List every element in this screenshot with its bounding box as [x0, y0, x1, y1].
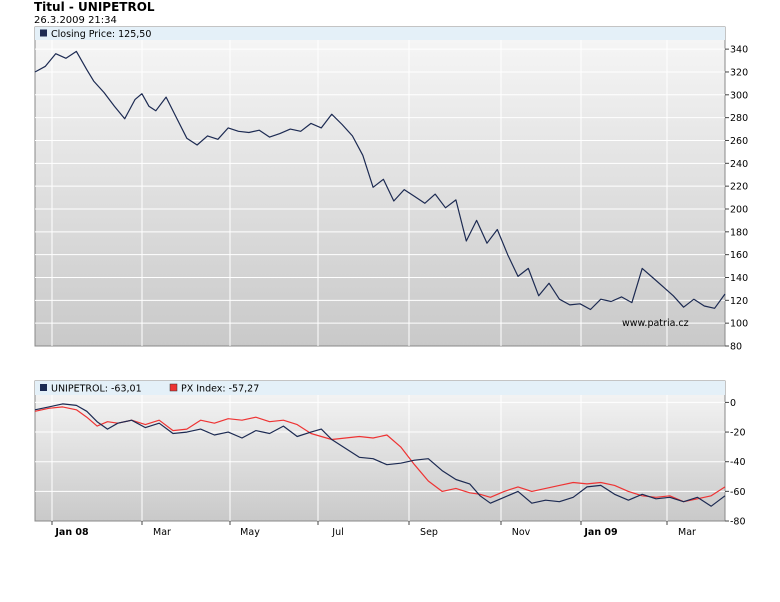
x-axis-tick-labels: Jan 08 Mar May Jul Sep Nov Jan 09 Mar: [51, 521, 696, 538]
performance-plot-background: [34, 380, 726, 522]
y-tick-label: 320: [730, 67, 748, 78]
y-tick-label: -20: [730, 428, 746, 439]
y-tick-label: 340: [730, 45, 748, 56]
watermark: www.patria.cz: [622, 318, 689, 329]
y-tick-label: 80: [730, 342, 742, 353]
y-tick-label: 0: [730, 398, 736, 409]
px-index-legend-swatch: [169, 383, 178, 392]
price-legend-swatch: [40, 29, 47, 37]
y-tick-label: 180: [730, 227, 748, 238]
chart-title: Titul - UNIPETROL: [34, 0, 155, 14]
closing-price-line: [34, 50, 726, 311]
unipetrol-legend-label: UNIPETROL: -63,01: [51, 384, 142, 395]
x-tick-label: Sep: [420, 527, 438, 538]
x-tick-label: Mar: [678, 527, 696, 538]
x-tick-label: Nov: [512, 527, 531, 538]
unipetrol-legend-swatch: [40, 384, 47, 391]
x-tick-label: May: [240, 527, 260, 538]
price-legend-label: Closing Price: 125,50: [51, 29, 151, 40]
x-tick-label: Mar: [153, 527, 171, 538]
y-tick-label: 280: [730, 113, 748, 124]
px-index-legend-label: PX Index: -57,27: [181, 384, 259, 395]
x-tick-label: Jan 08: [54, 527, 89, 538]
performance-y-tick-labels: 0 -20 -40 -60 -80: [725, 398, 746, 528]
y-tick-label: -80: [730, 517, 746, 528]
y-tick-label: -40: [730, 457, 746, 468]
y-tick-label: 200: [730, 204, 748, 215]
y-tick-label: 300: [730, 90, 748, 101]
chart-datetime: 26.3.2009 21:34: [34, 15, 117, 26]
price-y-tick-labels: 340 320 300 280 260 240 220 200 180 160 140 120 100 8…: [725, 45, 748, 353]
performance-legend-background: [35, 381, 725, 395]
y-tick-label: 140: [730, 273, 748, 284]
x-tick-label: Jul: [331, 527, 343, 538]
price-legend-background: [35, 27, 725, 40]
price-chart-panel: Closing Price: 125,50 340 320 300 280 260 240…: [34, 26, 748, 353]
y-tick-label: 260: [730, 136, 748, 147]
price-series-lines: [34, 50, 726, 311]
y-tick-label: 220: [730, 182, 748, 193]
y-tick-label: 160: [730, 250, 748, 261]
y-tick-label: 100: [730, 319, 748, 330]
y-tick-label: 120: [730, 296, 748, 307]
unipetrol-line: [34, 403, 726, 507]
performance-series-lines: [34, 403, 726, 507]
px-index-line: [34, 406, 726, 503]
price-gridlines: [35, 40, 725, 346]
performance-chart-panel: UNIPETROL: -63,01 PX Index: -57,27 0 -20 -…: [34, 380, 746, 528]
x-tick-label: Jan 09: [583, 527, 617, 538]
y-tick-label: -60: [730, 487, 746, 498]
y-tick-label: 240: [730, 159, 748, 170]
